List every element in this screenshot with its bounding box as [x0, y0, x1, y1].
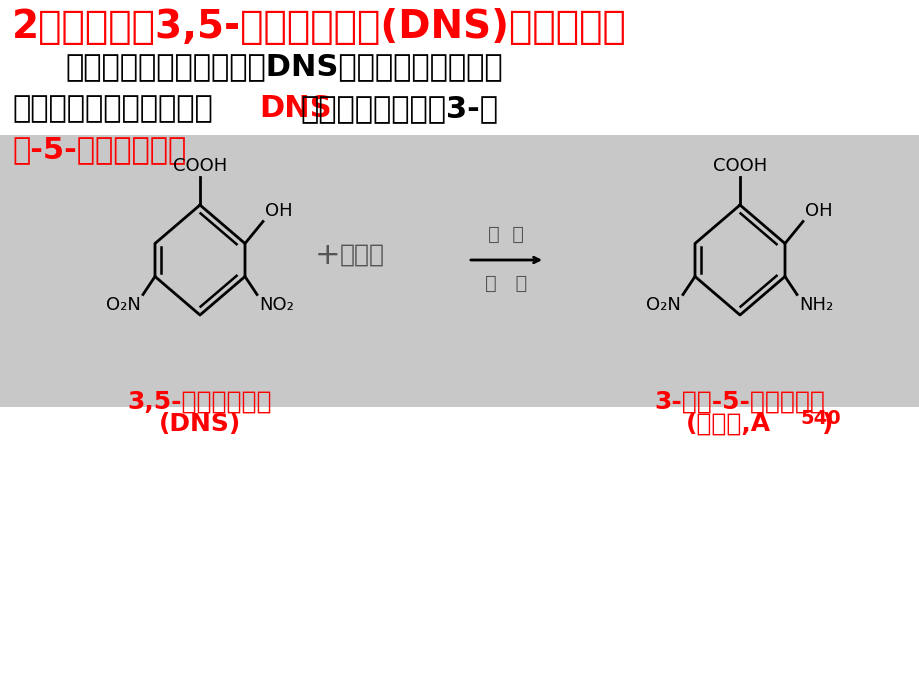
- Text: (棕红色,A: (棕红色,A: [686, 412, 770, 436]
- Text: 氧化成糖酸及其它产物，: 氧化成糖酸及其它产物，: [12, 94, 212, 123]
- Text: DNS: DNS: [259, 94, 332, 123]
- Text: 还原糖: 还原糖: [340, 243, 384, 267]
- Text: (DNS): (DNS): [159, 412, 241, 436]
- Text: 碱   性: 碱 性: [485, 274, 528, 293]
- Bar: [0, 135, 919, 407]
- Text: 2、还原糖与3,5-二硝基水杨酸(DNS)试剂反应：: 2、还原糖与3,5-二硝基水杨酸(DNS)试剂反应：: [12, 8, 626, 46]
- Text: 基-5-硝基水杨酸。: 基-5-硝基水杨酸。: [12, 135, 186, 164]
- Text: COOH: COOH: [173, 157, 227, 175]
- Text: COOH: COOH: [712, 157, 766, 175]
- Text: ): ): [821, 412, 833, 436]
- Text: O₂N: O₂N: [645, 297, 680, 315]
- Text: 加  热: 加 热: [488, 225, 524, 244]
- Text: 540: 540: [800, 409, 840, 428]
- Text: +: +: [314, 241, 340, 270]
- Text: 在碱性条件下，还原糖与DNS试剂反应，还原糖被: 在碱性条件下，还原糖与DNS试剂反应，还原糖被: [65, 52, 502, 81]
- Text: 被还原为棕红色的3-氨: 被还原为棕红色的3-氨: [300, 94, 497, 123]
- Text: OH: OH: [804, 201, 832, 219]
- Text: OH: OH: [265, 201, 292, 219]
- Text: O₂N: O₂N: [106, 297, 141, 315]
- Text: NH₂: NH₂: [798, 297, 833, 315]
- Text: NO₂: NO₂: [259, 297, 293, 315]
- Text: 3-氨基-5-硝基水杨酸: 3-氨基-5-硝基水杨酸: [653, 390, 824, 414]
- Text: 3,5-二硝基水杨酸: 3,5-二硝基水杨酸: [128, 390, 272, 414]
